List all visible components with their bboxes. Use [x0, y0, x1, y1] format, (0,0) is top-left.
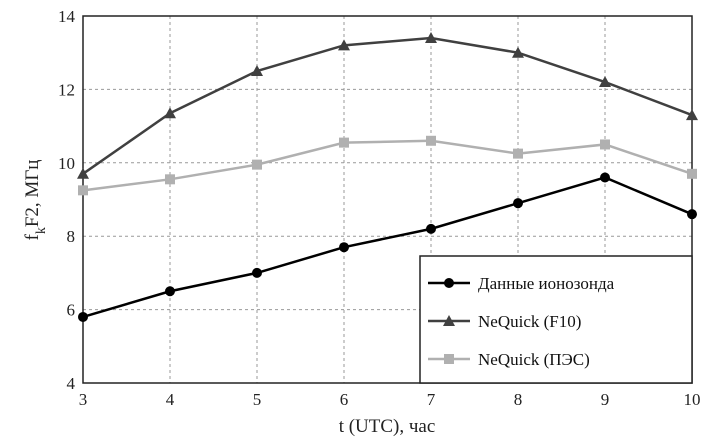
- square-marker: [78, 185, 88, 196]
- y-tick-label: 6: [67, 301, 76, 320]
- triangle-marker: [338, 39, 350, 51]
- legend-box: [419, 255, 693, 384]
- plot-area-frame: [82, 15, 693, 384]
- triangle-marker: [599, 76, 611, 88]
- series-line: [82, 36, 693, 175]
- x-tick-label: 9: [601, 390, 610, 409]
- legend-label: NeQuick (F10): [478, 312, 581, 331]
- triangle-marker: [425, 32, 437, 44]
- x-tick-label: 10: [684, 390, 701, 409]
- x-tick-label: 6: [340, 390, 349, 409]
- series-line: [82, 176, 693, 319]
- x-tick-label: 8: [514, 390, 523, 409]
- legend-label: NeQuick (ПЭС): [478, 350, 590, 369]
- x-tick-label: 3: [79, 390, 88, 409]
- triangle-marker: [77, 167, 89, 179]
- circle-marker: [444, 278, 454, 288]
- square-marker: [513, 148, 523, 159]
- square-marker: [426, 135, 436, 146]
- legend-item: NeQuick (ПЭС): [428, 350, 590, 369]
- y-axis-label: fkF2, МГц: [22, 160, 49, 241]
- triangle-marker: [251, 65, 263, 77]
- y-tick-label: 10: [58, 154, 75, 173]
- series-nequick-f10: [77, 32, 698, 179]
- circle-marker: [426, 223, 436, 234]
- circle-marker: [165, 286, 175, 297]
- triangle-marker: [512, 46, 524, 58]
- circle-marker: [513, 198, 523, 209]
- legend-item: NeQuick (F10): [428, 312, 581, 331]
- square-marker: [600, 139, 610, 150]
- square-marker: [252, 159, 262, 170]
- circle-marker: [252, 267, 262, 278]
- square-marker: [165, 174, 175, 185]
- square-marker: [687, 168, 697, 179]
- y-tick-label: 12: [58, 80, 75, 99]
- legend: Данные ионозонда NeQuick (F10) NeQuick (ПЭ…: [419, 255, 693, 384]
- x-tick-label: 4: [166, 390, 175, 409]
- x-axis-label: t (UTC), час: [339, 416, 436, 437]
- triangle-marker: [164, 107, 176, 119]
- triangle-marker: [686, 109, 698, 121]
- series-group: [77, 32, 698, 322]
- triangle-marker: [443, 315, 455, 326]
- y-tick-label: 4: [67, 374, 76, 393]
- x-tick-label: 5: [253, 390, 262, 409]
- square-marker: [444, 354, 454, 364]
- square-marker: [339, 137, 349, 148]
- series-nequick-pes: [78, 135, 697, 196]
- circle-marker: [339, 242, 349, 253]
- circle-marker: [78, 311, 88, 322]
- x-tick-label: 7: [427, 390, 436, 409]
- series-line: [82, 139, 693, 192]
- circle-marker: [600, 172, 610, 183]
- y-tick-label: 8: [67, 227, 76, 246]
- circle-marker: [687, 209, 697, 220]
- legend-item: Данные ионозонда: [428, 274, 615, 293]
- series-ionosonde: [78, 172, 697, 322]
- y-tick-label: 14: [58, 7, 76, 26]
- legend-label: Данные ионозонда: [478, 274, 615, 293]
